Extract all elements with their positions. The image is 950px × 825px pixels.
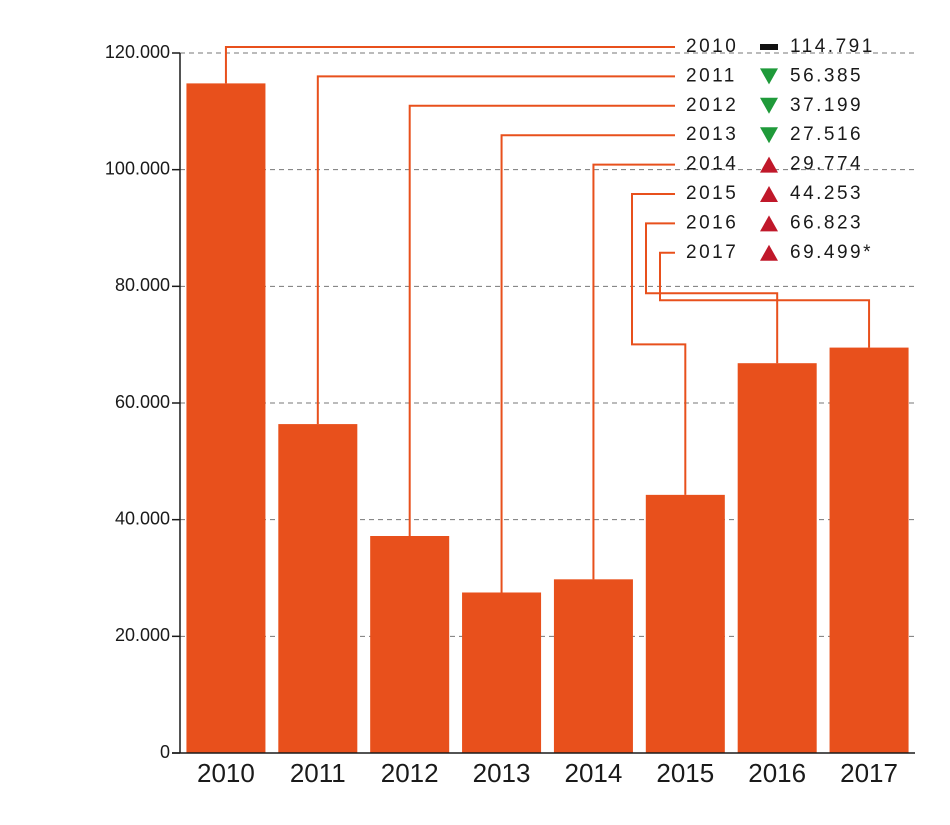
y-tick-label: 40.000 [115,508,170,528]
bar [737,363,817,753]
value-label: 69.499* [790,242,873,263]
x-tick-label: 2013 [473,758,531,788]
trend-up [760,215,778,232]
leader-line [408,104,675,537]
bar [645,494,725,753]
y-tick-label: 60.000 [115,392,170,412]
trend-down [760,97,778,114]
bar [829,347,909,753]
x-tick-label: 2016 [748,758,806,788]
value-label: 27.516 [790,124,863,145]
trend-down [760,127,778,144]
leader-line [659,251,871,348]
annotation-year: 2010 [686,36,738,57]
value-label: 114.791 [790,36,875,57]
bar [278,424,358,753]
leader-line [316,75,675,425]
bar [462,592,542,753]
y-tick-label: 120.000 [105,42,170,62]
trend-down [760,68,778,85]
x-tick-label: 2014 [565,758,623,788]
trend-flat [760,44,778,50]
annotation-year: 2013 [686,124,738,145]
y-tick-label: 80.000 [115,275,170,295]
annotation-year: 2016 [686,212,738,233]
x-tick-label: 2015 [656,758,714,788]
x-tick-label: 2010 [197,758,255,788]
leader-line [500,134,675,593]
annotation-year: 2012 [686,95,738,116]
annotation-year: 2011 [686,65,737,86]
value-label: 66.823 [790,212,863,233]
bar [553,579,633,753]
leader-line [592,163,675,580]
value-label: 44.253 [790,183,863,204]
trend-up [760,186,778,202]
y-tick-label: 0 [160,742,170,762]
x-tick-label: 2017 [840,758,898,788]
trend-up [760,244,778,261]
value-label: 56.385 [790,65,863,86]
annotation-year: 2014 [686,154,738,175]
annotation-year: 2015 [686,183,738,204]
y-tick-label: 100.000 [105,158,170,178]
annotation-year: 2017 [686,242,738,263]
x-tick-label: 2012 [381,758,439,788]
y-tick-label: 20.000 [115,625,170,645]
value-label: 29.774 [790,154,863,175]
leader-line [631,193,687,495]
bar [370,536,450,753]
x-tick-label: 2011 [290,758,346,788]
leader-line [645,222,779,364]
bar [186,83,266,753]
trend-up [760,156,778,173]
value-label: 37.199 [790,95,863,116]
leader-line [224,46,675,84]
